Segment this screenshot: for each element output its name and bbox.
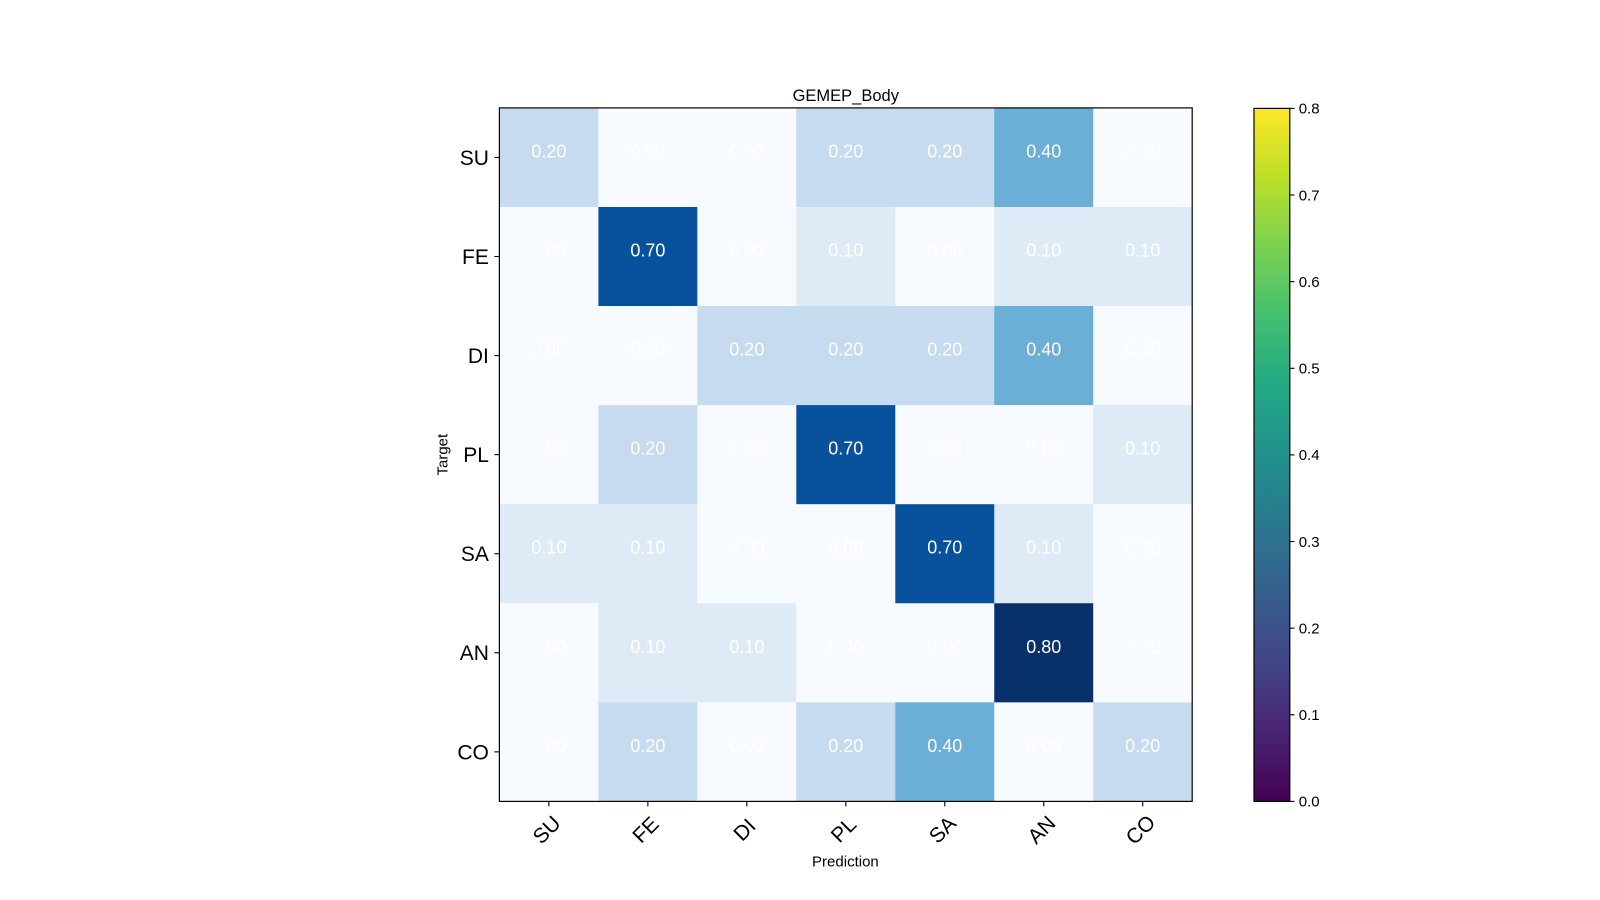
svg-text:0.3: 0.3 bbox=[1299, 534, 1320, 551]
svg-text:0.20: 0.20 bbox=[828, 340, 863, 360]
svg-text:0.00: 0.00 bbox=[927, 439, 962, 459]
svg-text:Prediction: Prediction bbox=[812, 854, 879, 871]
svg-text:0.10: 0.10 bbox=[531, 538, 566, 558]
svg-text:0.00: 0.00 bbox=[828, 637, 863, 657]
svg-text:0.5: 0.5 bbox=[1299, 361, 1320, 378]
svg-text:0.40: 0.40 bbox=[1026, 141, 1061, 161]
svg-text:0.00: 0.00 bbox=[729, 141, 764, 161]
svg-text:0.00: 0.00 bbox=[729, 538, 764, 558]
svg-text:0.10: 0.10 bbox=[828, 241, 863, 261]
svg-text:0.6: 0.6 bbox=[1299, 274, 1320, 291]
svg-text:0.7: 0.7 bbox=[1299, 187, 1320, 204]
svg-text:0.00: 0.00 bbox=[531, 439, 566, 459]
svg-text:0.8: 0.8 bbox=[1299, 101, 1320, 118]
svg-text:0.10: 0.10 bbox=[1026, 538, 1061, 558]
svg-text:0.20: 0.20 bbox=[927, 340, 962, 360]
svg-text:0.2: 0.2 bbox=[1299, 620, 1320, 637]
svg-text:0.10: 0.10 bbox=[1125, 439, 1160, 459]
svg-text:AN: AN bbox=[460, 642, 489, 665]
svg-text:0.10: 0.10 bbox=[1125, 241, 1160, 261]
svg-text:PL: PL bbox=[463, 444, 489, 467]
svg-text:0.00: 0.00 bbox=[1125, 141, 1160, 161]
svg-text:0.20: 0.20 bbox=[828, 736, 863, 756]
svg-text:0.0: 0.0 bbox=[1299, 794, 1320, 811]
svg-text:0.00: 0.00 bbox=[630, 141, 665, 161]
svg-text:0.00: 0.00 bbox=[531, 736, 566, 756]
svg-text:0.00: 0.00 bbox=[1026, 736, 1061, 756]
svg-text:0.20: 0.20 bbox=[630, 736, 665, 756]
svg-text:0.10: 0.10 bbox=[630, 538, 665, 558]
svg-text:Target: Target bbox=[435, 433, 452, 476]
svg-text:0.20: 0.20 bbox=[729, 340, 764, 360]
svg-text:FE: FE bbox=[462, 246, 489, 269]
svg-text:0.00: 0.00 bbox=[927, 241, 962, 261]
svg-text:0.00: 0.00 bbox=[531, 241, 566, 261]
svg-text:0.70: 0.70 bbox=[828, 439, 863, 459]
svg-text:0.00: 0.00 bbox=[1125, 340, 1160, 360]
svg-text:0.00: 0.00 bbox=[1125, 637, 1160, 657]
svg-text:0.00: 0.00 bbox=[531, 340, 566, 360]
svg-text:0.80: 0.80 bbox=[1026, 637, 1061, 657]
svg-text:0.00: 0.00 bbox=[1026, 439, 1061, 459]
svg-text:DI: DI bbox=[468, 345, 489, 368]
svg-text:0.00: 0.00 bbox=[1125, 538, 1160, 558]
svg-text:GEMEP_Body: GEMEP_Body bbox=[793, 87, 900, 105]
svg-text:SA: SA bbox=[461, 543, 489, 566]
svg-text:0.00: 0.00 bbox=[927, 637, 962, 657]
svg-text:0.40: 0.40 bbox=[927, 736, 962, 756]
svg-text:0.10: 0.10 bbox=[1026, 241, 1061, 261]
svg-text:0.00: 0.00 bbox=[531, 637, 566, 657]
svg-text:0.70: 0.70 bbox=[630, 241, 665, 261]
svg-text:0.4: 0.4 bbox=[1299, 447, 1320, 464]
svg-text:0.00: 0.00 bbox=[828, 538, 863, 558]
svg-text:0.00: 0.00 bbox=[729, 439, 764, 459]
svg-text:0.40: 0.40 bbox=[1026, 340, 1061, 360]
svg-text:0.00: 0.00 bbox=[729, 241, 764, 261]
svg-text:0.70: 0.70 bbox=[927, 538, 962, 558]
svg-text:0.10: 0.10 bbox=[630, 637, 665, 657]
svg-text:0.20: 0.20 bbox=[630, 439, 665, 459]
svg-text:0.20: 0.20 bbox=[1125, 736, 1160, 756]
svg-text:0.00: 0.00 bbox=[630, 340, 665, 360]
svg-text:0.20: 0.20 bbox=[927, 141, 962, 161]
svg-text:0.10: 0.10 bbox=[729, 637, 764, 657]
svg-text:SU: SU bbox=[460, 147, 489, 170]
svg-text:0.00: 0.00 bbox=[729, 736, 764, 756]
svg-text:0.1: 0.1 bbox=[1299, 707, 1320, 724]
svg-text:0.20: 0.20 bbox=[828, 141, 863, 161]
svg-text:CO: CO bbox=[457, 741, 489, 764]
svg-text:0.20: 0.20 bbox=[531, 141, 566, 161]
